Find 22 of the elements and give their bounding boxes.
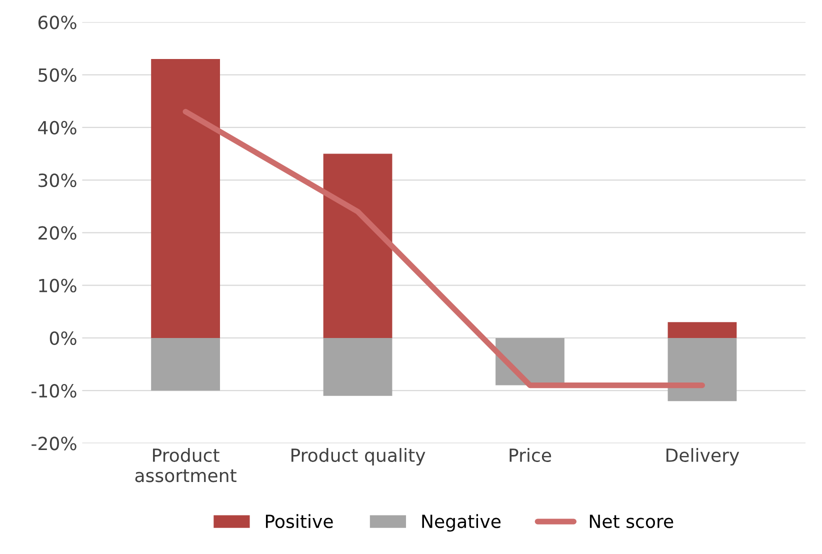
y-tick-label: 50%	[38, 68, 76, 82]
bar	[323, 154, 392, 338]
y-tick-label: -20%	[32, 436, 76, 450]
x-tick-label: Delivery	[666, 448, 740, 466]
y-tick-label: 40%	[38, 120, 76, 135]
y-tick-label: 30%	[38, 174, 76, 188]
legend-label: Negative	[422, 514, 501, 532]
bar	[668, 322, 737, 338]
y-tick-label: 20%	[38, 226, 76, 240]
y-tick-label: -10%	[32, 384, 76, 398]
y-tick-label: 0%	[50, 331, 76, 346]
bar	[668, 338, 737, 402]
x-tick-label: Price	[510, 448, 552, 462]
x-tick-label: Product assortment	[135, 448, 236, 482]
y-tick-label: 60%	[38, 16, 76, 30]
y-tick-label: 10%	[39, 278, 76, 292]
bar	[323, 338, 392, 396]
legend-label: Net score	[590, 514, 674, 528]
legend-label: Positive	[266, 514, 333, 528]
x-tick-label: Product quality	[292, 448, 426, 466]
bar	[151, 59, 220, 338]
bar	[151, 338, 220, 391]
